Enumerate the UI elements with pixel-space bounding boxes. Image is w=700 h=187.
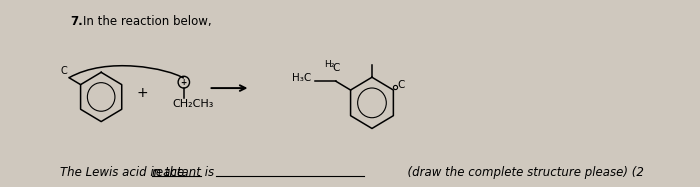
Text: H₂: H₂: [324, 60, 335, 69]
Text: In the reaction below,: In the reaction below,: [83, 15, 211, 28]
Text: reactant: reactant: [151, 166, 202, 179]
Text: H₃C: H₃C: [292, 73, 312, 83]
Text: C: C: [397, 80, 405, 90]
Text: C: C: [61, 66, 68, 76]
Text: +: +: [136, 86, 148, 100]
Text: The Lewis acid in the: The Lewis acid in the: [60, 166, 188, 179]
Text: +: +: [181, 78, 187, 87]
Text: C: C: [332, 63, 340, 73]
Text: is: is: [201, 166, 214, 179]
Text: (draw the complete structure please) (2: (draw the complete structure please) (2: [370, 166, 644, 179]
Text: 7.: 7.: [70, 15, 83, 28]
Text: CH₂CH₃: CH₂CH₃: [172, 99, 214, 109]
